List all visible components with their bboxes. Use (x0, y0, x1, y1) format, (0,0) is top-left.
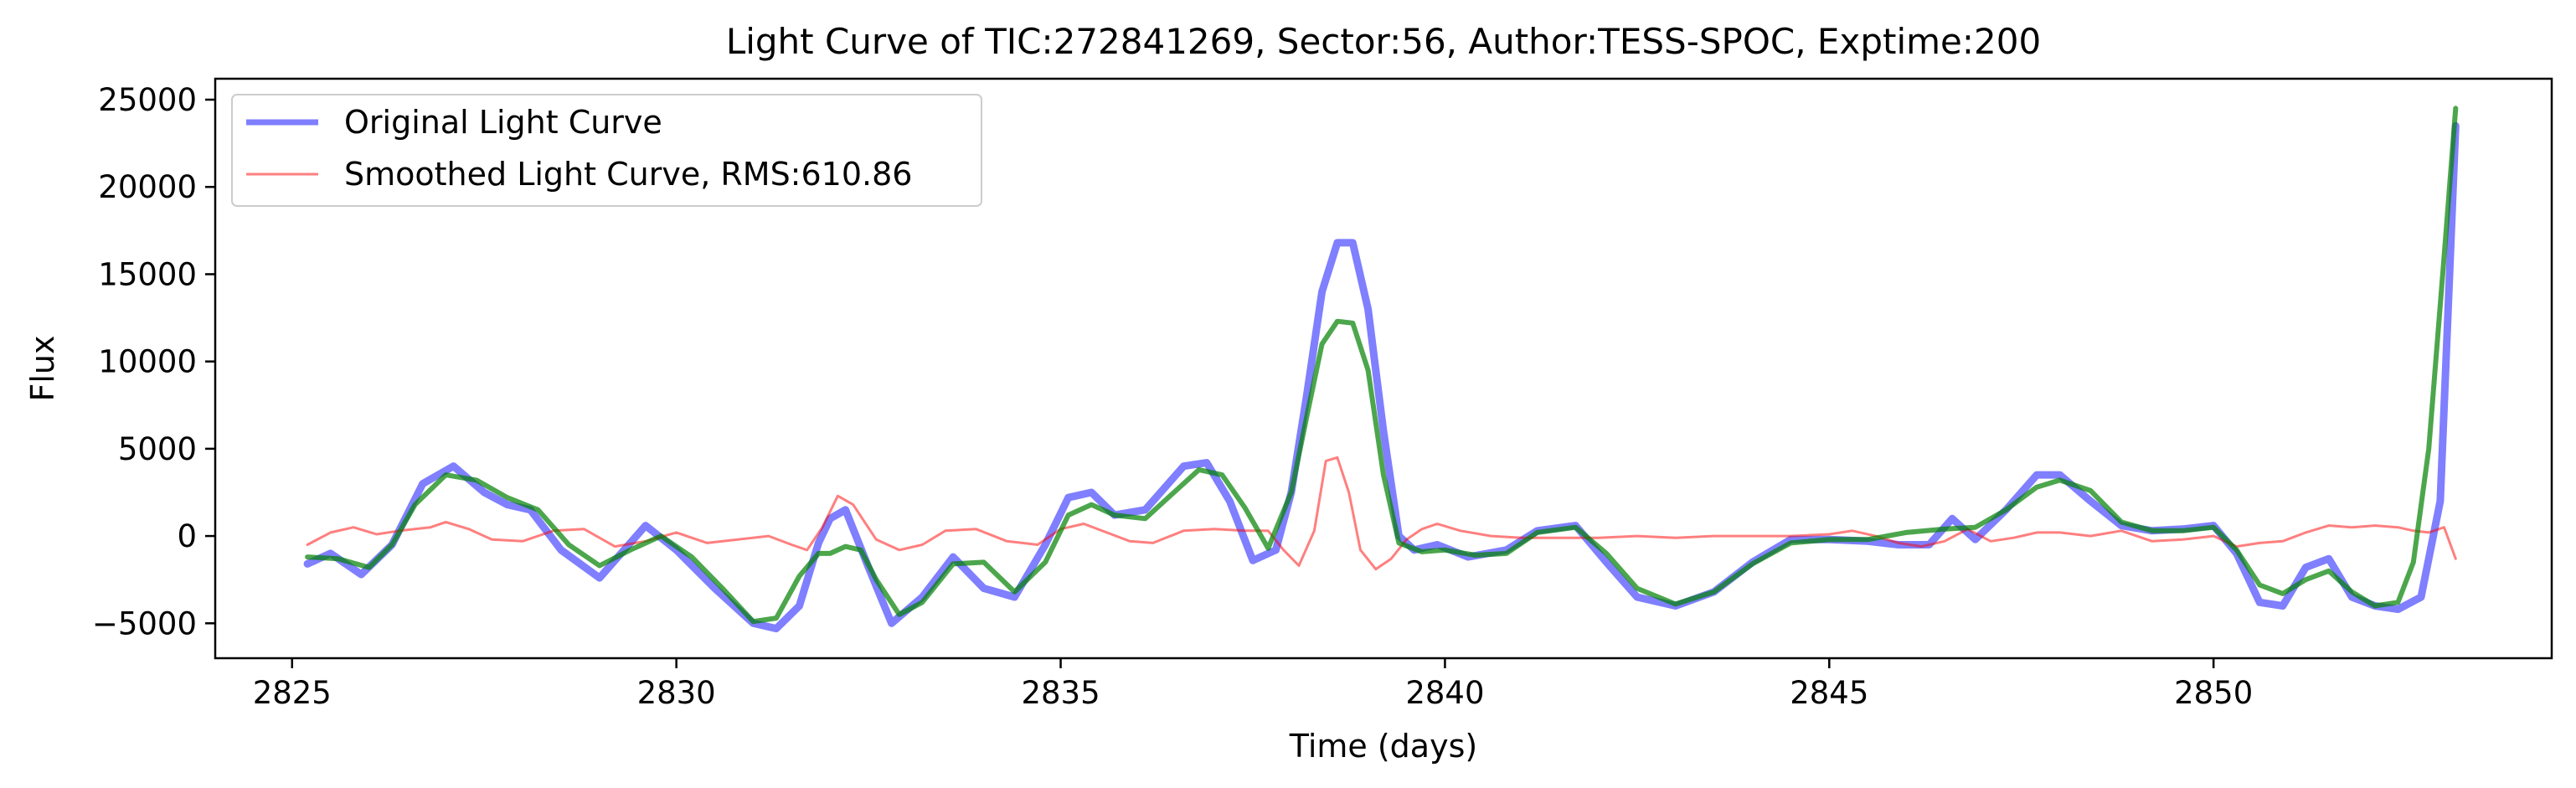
y-tick-label: 15000 (98, 256, 197, 292)
y-axis: −5000 0 5000 10000 15000 20000 25000 (92, 82, 215, 641)
legend: Original Light Curve Smoothed Light Curv… (231, 94, 982, 207)
x-tick-label: 2835 (1021, 675, 1100, 711)
x-tick-label: 2825 (253, 675, 332, 711)
x-tick-label: 2850 (2174, 675, 2253, 711)
y-tick-label: 20000 (98, 169, 197, 205)
x-tick-label: 2840 (1405, 675, 1484, 711)
y-axis-label: Flux (24, 336, 61, 402)
y-tick-label: 10000 (98, 344, 197, 380)
y-tick-label: 5000 (118, 431, 197, 467)
x-tick-label: 2830 (637, 675, 716, 711)
chart-title: Light Curve of TIC:272841269, Sector:56,… (726, 21, 2041, 62)
y-tick-label: 25000 (98, 82, 197, 118)
plot-frame (214, 77, 2553, 660)
x-axis-label: Time (days) (1289, 728, 1477, 765)
series-smoothed-light-curve (306, 456, 2457, 571)
legend-label-original: Original Light Curve (344, 104, 662, 141)
legend-label-smoothed: Smoothed Light Curve, RMS:610.86 (344, 156, 912, 193)
x-tick-label: 2845 (1790, 675, 1868, 711)
y-tick-label: 0 (177, 518, 197, 554)
series-fit-light-curve (305, 106, 2459, 625)
series-layer (303, 106, 2460, 633)
legend-box (231, 94, 982, 207)
y-tick-label: −5000 (92, 605, 197, 641)
x-axis: 2825 2830 2835 2840 2845 2850 (253, 658, 2253, 711)
